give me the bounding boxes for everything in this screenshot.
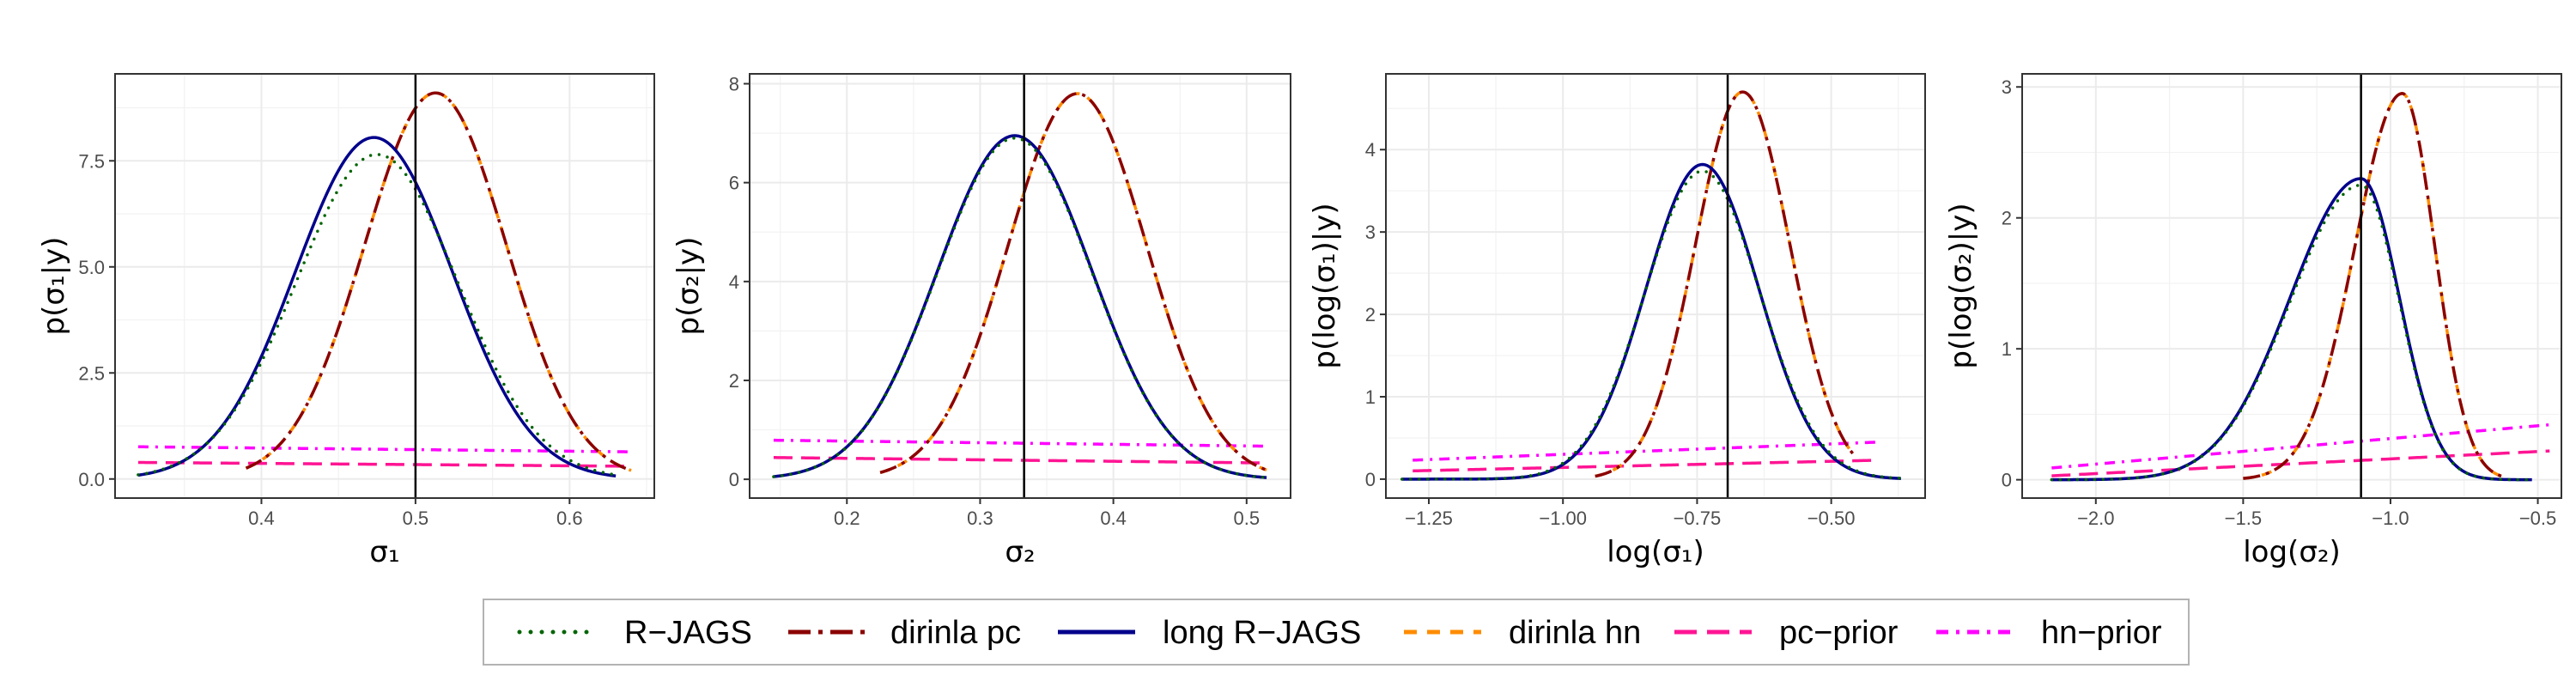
legend-item-dirinla-hn: dirinla hn: [1404, 615, 1641, 651]
x-tick-label: −0.50: [1807, 508, 1856, 529]
minor-grid: [750, 74, 1291, 498]
y-tick-label: 8: [729, 74, 739, 95]
y-axis-title: p(σ₂|y): [671, 237, 706, 336]
legend-label-hn-prior: hn−prior: [2041, 615, 2162, 651]
x-axis-title: σ₁: [369, 535, 399, 569]
x-axis-title: log(σ₂): [2243, 535, 2341, 569]
panel-3: −1.25 −1.00 −0.75 −0.50 0 1 2 3 4 log(σ₁) p(log(σ₁…: [1308, 73, 1926, 569]
y-tick-label: 2: [1365, 304, 1376, 325]
series-line-dirinla-pc: [245, 91, 632, 472]
minor-grid: [115, 74, 654, 498]
y-tick-label: 0: [729, 469, 739, 490]
x-tick-label: −1.00: [1539, 508, 1587, 529]
minor-grid: [1386, 74, 1925, 498]
series-line-hn-prior: [137, 445, 632, 453]
series-line-pc-prior: [1413, 459, 1880, 473]
legend-label-pc-prior: pc−prior: [1779, 615, 1899, 651]
y-tick-label: 5.0: [78, 257, 105, 278]
series-line-dirinla-pc: [2242, 92, 2503, 480]
x-tick-label: −1.5: [2225, 508, 2262, 529]
y-axis-title: p(log(σ₁)|y): [1308, 203, 1342, 368]
legend-item-hn-prior: hn−prior: [1936, 615, 2162, 651]
x-tick-label: −0.5: [2519, 508, 2556, 529]
y-tick-label: 7.5: [78, 150, 105, 172]
series-group: [772, 92, 1268, 479]
x-axis-title: σ₂: [1005, 535, 1035, 569]
plot-area: [750, 74, 1291, 498]
series-group: [137, 91, 632, 478]
minor-grid: [2022, 74, 2561, 498]
x-tick-label: −1.25: [1405, 508, 1453, 529]
x-tick-label: 0.3: [967, 508, 993, 529]
y-tick-label: 2.5: [78, 362, 105, 384]
panel-1: 0.4 0.5 0.6 0.0 2.5 5.0 7.5 σ₁ p(σ₁|y): [37, 73, 655, 569]
legend-item-r-jags: R−JAGS: [517, 615, 752, 651]
x-tick-label: 0.5: [403, 508, 429, 529]
panel-border: [749, 73, 1291, 499]
y-tick-label: 4: [1365, 139, 1376, 161]
legend: R−JAGS dirinla pc long R−JAGS dirinla hn…: [483, 599, 2190, 666]
series-line-hn-prior: [773, 438, 1267, 448]
x-tick-label: −2.0: [2077, 508, 2114, 529]
major-grid: [750, 74, 1291, 498]
y-tick-label: 3: [2002, 76, 2012, 98]
legend-label-r-jags: R−JAGS: [624, 615, 752, 651]
legend-label-dirinla-pc: dirinla pc: [890, 615, 1021, 651]
series-line-r-jags: [1400, 169, 1903, 481]
plot-area: [2022, 74, 2561, 498]
y-tick-label: 0: [1365, 469, 1376, 490]
legend-item-pc-prior: pc−prior: [1674, 615, 1899, 651]
x-tick-label: −0.75: [1674, 508, 1722, 529]
x-tick-label: 0.4: [1100, 508, 1127, 529]
y-tick-label: 2: [729, 370, 739, 392]
x-tick-label: 0.4: [248, 508, 275, 529]
major-grid: [1386, 74, 1925, 498]
panel-border: [2021, 73, 2562, 499]
series-group: [2050, 92, 2550, 482]
legend-item-dirinla-pc: dirinla pc: [788, 615, 1021, 651]
series-line-hn-prior: [2051, 423, 2550, 470]
legend-label-long-r-jags: long R−JAGS: [1163, 615, 1361, 651]
y-tick-label: 3: [1365, 222, 1376, 243]
y-axis-title: p(σ₁|y): [37, 237, 71, 336]
panel-4: −2.0 −1.5 −1.0 −0.5 0 1 2 3 log(σ₂) p(log(σ₂)|y): [1944, 73, 2562, 569]
y-tick-label: 0.0: [78, 469, 105, 490]
series-line-long-r-jags: [2051, 177, 2532, 482]
panel-border: [1385, 73, 1926, 499]
series-line-dirinla-pc: [879, 92, 1267, 474]
x-tick-label: 0.5: [1233, 508, 1260, 529]
x-tick-label: −1.0: [2372, 508, 2409, 529]
panel-border: [114, 73, 655, 499]
legend-item-long-r-jags: long R−JAGS: [1058, 615, 1361, 651]
x-tick-label: 0.6: [556, 508, 583, 529]
y-tick-label: 4: [729, 271, 739, 293]
series-group: [1400, 90, 1903, 481]
x-axis-title: log(σ₁): [1607, 535, 1704, 569]
legend-label-dirinla-hn: dirinla hn: [1509, 615, 1641, 651]
y-axis-title: p(log(σ₂)|y): [1944, 203, 1978, 368]
plot-area: [1386, 74, 1925, 498]
series-line-pc-prior: [2051, 449, 2550, 477]
y-tick-label: 6: [729, 173, 739, 194]
panel-2: 0.2 0.3 0.4 0.5 0 2 4 6 8 σ₂ p(σ₂|y): [671, 73, 1291, 569]
y-tick-label: 1: [1365, 386, 1376, 408]
y-tick-label: 0: [2002, 470, 2012, 491]
x-tick-label: 0.2: [834, 508, 860, 529]
y-tick-label: 1: [2002, 338, 2012, 360]
y-tick-label: 2: [2002, 208, 2012, 229]
series-line-long-r-jags: [137, 136, 617, 478]
series-line-dirinla-pc: [1595, 90, 1855, 478]
legend-box: [483, 599, 2190, 666]
plot-area: [115, 74, 654, 498]
series-line-r-jags: [772, 137, 1268, 479]
